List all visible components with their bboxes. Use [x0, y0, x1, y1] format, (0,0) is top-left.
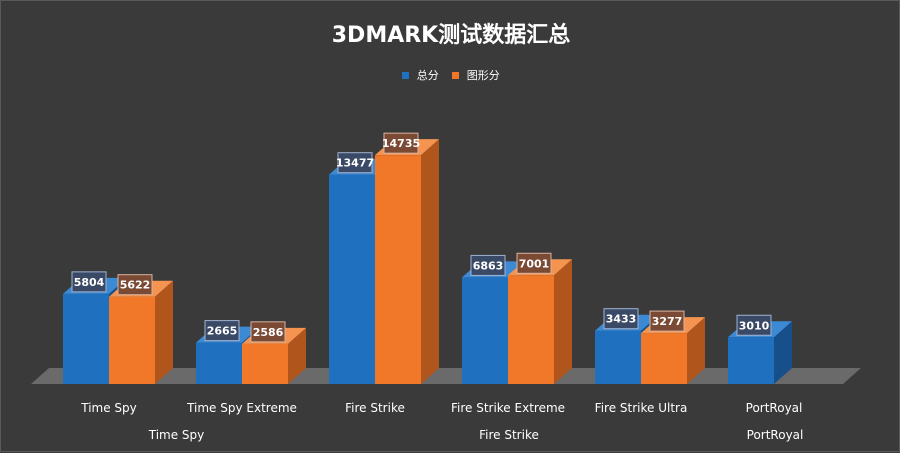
bar-time-spy-graphics-value-label: 5622 [120, 279, 151, 292]
bar-fire-strike-ultra-graphics-value-box [649, 310, 685, 332]
bar-time-spy-extreme-graphics-side [288, 327, 306, 384]
bar-portroyal-total-value-label: 3010 [739, 319, 770, 332]
bar-time-spy-total-value-box [71, 271, 107, 293]
bar-fire-strike-total-value-box [337, 152, 373, 174]
bar-portroyal-total [728, 337, 774, 384]
bar-portroyal-total-value-box [736, 314, 772, 336]
bar-time-spy-extreme-graphics-value-label: 2586 [253, 326, 284, 339]
legend-label-graphics: 图形分 [466, 69, 500, 82]
bar-portroyal-total-side [774, 321, 792, 384]
bar-fire-strike-extreme-total-value-box [470, 254, 506, 276]
x-tick-label-fire-strike: Fire Strike [345, 401, 405, 415]
legend-swatch-total [402, 72, 410, 79]
legend-item-total: 总分 [402, 67, 439, 83]
bar-time-spy-total-value-label: 5804 [74, 276, 105, 289]
bar-fire-strike-extreme-graphics [508, 275, 554, 384]
bar-fire-strike-extreme-graphics-side [554, 259, 572, 384]
x-tick-label-portroyal: PortRoyal [746, 401, 803, 415]
x-tick-label-time-spy: Time Spy [80, 401, 137, 415]
x-tick-label-time-spy-extreme: Time Spy Extreme [186, 401, 297, 415]
bar-fire-strike-ultra-total-value-box [603, 308, 639, 330]
bar-fire-strike-extreme-total-value-label: 6863 [473, 259, 504, 272]
bar-fire-strike-extreme-total [462, 277, 508, 384]
legend-swatch-graphics [452, 72, 460, 79]
bar-fire-strike-graphics [375, 155, 421, 384]
chart-title: 3DMARK测试数据汇总 [331, 23, 571, 48]
x-tick-label-fire-strike-ultra: Fire Strike Ultra [595, 401, 688, 415]
bar-fire-strike-graphics-value-box [383, 132, 419, 154]
bar-fire-strike-graphics-value-label: 14735 [382, 137, 420, 150]
bar-fire-strike-graphics-side [421, 139, 439, 384]
bar-fire-strike-ultra-graphics-side [687, 317, 705, 384]
bar-fire-strike-total [329, 174, 375, 384]
bar-time-spy-extreme-graphics-value-box [250, 321, 286, 343]
bar-time-spy-extreme-total-value-label: 2665 [207, 325, 238, 338]
bar-fire-strike-ultra-graphics [641, 333, 687, 384]
bar-time-spy-graphics [109, 296, 155, 384]
x-group-label-time-spy: Time Spy [148, 428, 205, 442]
bar-time-spy-extreme-total [196, 342, 242, 384]
bar-fire-strike-ultra-total-value-label: 3433 [606, 313, 637, 326]
bar-time-spy-graphics-value-box [117, 274, 153, 296]
bar-time-spy-extreme-total-value-box [204, 320, 240, 342]
legend-label-total: 总分 [416, 69, 439, 82]
x-group-label-fire-strike: Fire Strike [479, 428, 539, 442]
bar-fire-strike-ultra-total [595, 330, 641, 384]
bar-fire-strike-extreme-graphics-value-label: 7001 [519, 257, 550, 270]
bar-fire-strike-extreme-graphics-value-box [516, 252, 552, 274]
bar-fire-strike-total-value-label: 13477 [336, 157, 374, 170]
bar-time-spy-graphics-side [155, 280, 173, 384]
legend: 总分 图形分 [1, 67, 900, 83]
bar-time-spy-total [63, 293, 109, 384]
bar-fire-strike-ultra-graphics-value-label: 3277 [652, 315, 683, 328]
x-group-label-portroyal: PortRoyal [747, 428, 804, 442]
x-tick-label-fire-strike-extreme: Fire Strike Extreme [451, 401, 565, 415]
bar-time-spy-extreme-graphics [242, 343, 288, 384]
legend-item-graphics: 图形分 [452, 67, 500, 83]
